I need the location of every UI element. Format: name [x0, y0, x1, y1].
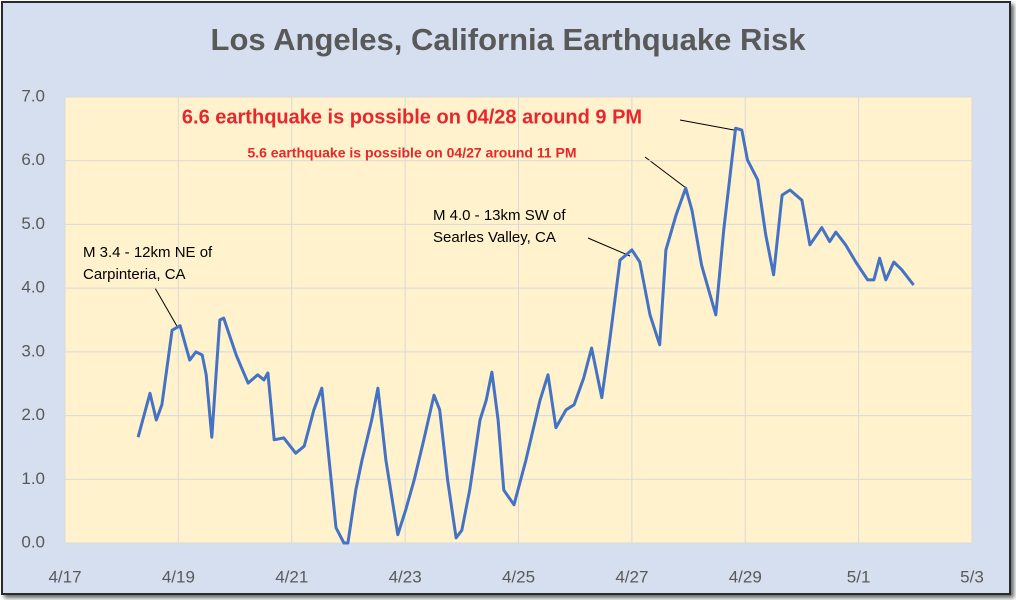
data-line: [136, 126, 915, 545]
annotation: M 4.0 - 13km SW of: [433, 207, 566, 224]
y-tick-label: 6.0: [21, 150, 45, 169]
x-tick-label: 4/25: [502, 567, 535, 586]
annotation: 6.6 earthquake is possible on 04/28 arou…: [182, 106, 642, 128]
y-tick-label: 0.0: [21, 532, 45, 551]
y-tick-label: 3.0: [21, 341, 45, 360]
y-tick-label: 4.0: [21, 278, 45, 297]
x-tick-label: 5/3: [960, 567, 984, 586]
x-tick-label: 5/1: [847, 567, 871, 586]
chart-title: Los Angeles, California Earthquake Risk: [211, 22, 807, 57]
leader-line: [154, 287, 179, 329]
x-tick-label: 4/17: [48, 567, 81, 586]
x-tick-label: 4/29: [729, 567, 762, 586]
annotation: M 3.4 - 12km NE of: [83, 244, 213, 261]
leader-line: [679, 119, 735, 131]
y-tick-label: 2.0: [21, 405, 45, 424]
annotation: Carpinteria, CA: [83, 266, 186, 283]
x-tick-label: 4/21: [275, 567, 308, 586]
y-tick-label: 5.0: [21, 214, 45, 233]
leaders: [64, 96, 973, 544]
x-tick-label: 4/27: [615, 567, 648, 586]
x-tick-label: 4/19: [162, 567, 195, 586]
leader-line: [644, 156, 687, 189]
annotation: Searles Valley, CA: [433, 229, 556, 246]
y-tick-label: 7.0: [21, 86, 45, 105]
y-tick-label: 1.0: [21, 469, 45, 488]
x-tick-label: 4/23: [389, 567, 422, 586]
leader-line: [587, 237, 631, 257]
annotation: 5.6 earthquake is possible on 04/27 arou…: [247, 145, 576, 161]
